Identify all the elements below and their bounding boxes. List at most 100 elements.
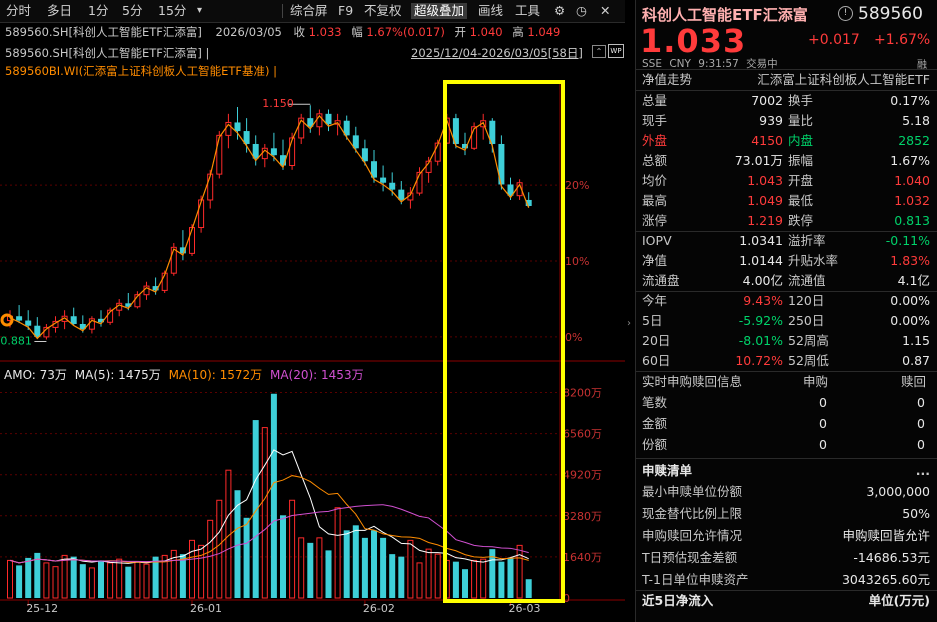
redeem-col: 赎回 <box>901 374 927 389</box>
field-value: 4.00亿 <box>742 273 783 288</box>
field-value: 1.032 <box>894 193 930 208</box>
field-value: 939 <box>759 113 783 128</box>
field-label: 52周低 <box>788 353 829 368</box>
x-axis-label: 26-01 <box>190 602 222 615</box>
quote-row: 总量 7002 换手 0.17% <box>636 91 937 111</box>
field-value: 1.67% <box>890 153 930 168</box>
tab-5min[interactable]: 5分 <box>122 3 143 18</box>
candlesticks <box>7 105 532 340</box>
volume-bar <box>480 558 487 599</box>
field-value: -0.11% <box>885 233 930 248</box>
creation-list-row: 最小申赎单位份额 3,000,000 <box>636 482 937 502</box>
field-label: 内盘 <box>788 133 814 148</box>
tab-multiday[interactable]: 多日 <box>47 3 73 18</box>
draw-line-button[interactable]: 画线 <box>478 3 504 18</box>
volume-bar <box>88 567 95 599</box>
volume-bar <box>452 561 459 598</box>
price-change-pct: +1.67% <box>874 32 931 48</box>
field-value: 0.813 <box>894 213 930 228</box>
field-label: 最小申赎单位份额 <box>642 484 743 499</box>
redeem-value: 0 <box>917 437 925 452</box>
candle-body <box>98 318 104 323</box>
tools-button[interactable]: 工具 <box>515 3 541 18</box>
more-button[interactable]: ... <box>915 463 930 478</box>
field-label: 外盘 <box>642 133 668 148</box>
field-label: 最低 <box>788 193 814 208</box>
series-start-marker <box>0 313 14 327</box>
chart-info-line: 589560.SH[科创人工智能ETF汇添富] 2026/03/05 收 1.0… <box>5 24 560 40</box>
gear-icon[interactable]: ⚙ <box>554 3 566 18</box>
date-range[interactable]: 2025/12/04-2026/03/05[58日] <box>411 46 583 60</box>
field-label: 均价 <box>642 173 668 188</box>
nav-trend-row[interactable]: 净值走势 汇添富上证科创板人工智能ETF <box>636 70 937 90</box>
candle-body <box>243 131 250 144</box>
candle-body <box>289 137 296 167</box>
chevron-up-icon[interactable]: ⌃ <box>592 45 606 58</box>
field-label: 5日 <box>642 313 663 328</box>
net-inflow-header: 近5日净流入 单位(万元) <box>636 591 937 611</box>
candle-body <box>207 173 214 201</box>
tab-15min[interactable]: 15分 <box>158 3 187 18</box>
volume-ma-lines <box>9 449 529 564</box>
field-value: 0.00% <box>890 293 930 308</box>
ma10-label: MA(10): 1572万 <box>168 368 263 382</box>
field-label: 申购赎回允许情况 <box>642 528 743 543</box>
subscribe-value: 0 <box>819 395 827 410</box>
volume-bar <box>489 549 496 598</box>
field-label: 跌停 <box>788 213 814 228</box>
period-dropdown-icon[interactable]: ▾ <box>197 5 203 16</box>
field-label: 20日 <box>642 333 671 348</box>
volume-bar <box>16 565 23 598</box>
close-icon[interactable]: ✕ <box>600 3 611 18</box>
field-label: T日预估现金差额 <box>642 550 738 565</box>
quote-row: 净值 1.0144 升贴水率 1.83% <box>636 251 937 271</box>
super-overlay-button[interactable]: 超级叠加 <box>411 3 468 19</box>
quote-row: 总额 73.01万 振幅 1.67% <box>636 151 937 171</box>
candle-body <box>352 135 359 149</box>
volume-tick: 3280万 <box>563 510 602 523</box>
tab-intraday[interactable]: 分时 <box>6 3 32 18</box>
volume-bar <box>289 499 296 599</box>
f9-button[interactable]: F9 <box>338 3 354 18</box>
clock-icon[interactable]: ◷ <box>576 3 587 18</box>
volume-bar <box>61 554 68 599</box>
field-label: 总量 <box>642 93 668 108</box>
composite-screen-button[interactable]: 综合屏 <box>290 3 328 18</box>
volume-bars <box>7 393 532 599</box>
volume-bar <box>52 566 59 599</box>
unit-label: 单位(万元) <box>868 593 930 608</box>
close-label: 收 <box>293 25 306 39</box>
quote-row: IOPV 1.0341 溢折率 -0.11% <box>636 231 937 251</box>
panel-toggle-icon[interactable]: › <box>627 318 631 329</box>
close-value: 1.033 <box>308 25 342 39</box>
tab-1min[interactable]: 1分 <box>88 3 109 18</box>
high-label: 高 <box>512 25 524 39</box>
volume-tick: 1640万 <box>563 551 602 564</box>
nav-trend-label: 净值走势 <box>642 72 693 87</box>
percent-tick: 10% <box>565 255 589 268</box>
field-value: 0.87 <box>902 353 930 368</box>
no-adjust-button[interactable]: 不复权 <box>364 3 402 18</box>
wp-icon[interactable]: WP <box>608 44 624 58</box>
volume-bar <box>334 507 341 599</box>
candle-body <box>198 199 205 229</box>
creation-list-row: T-1日单位申赎资产 3043265.60元 <box>636 570 937 590</box>
candle-body <box>16 316 23 321</box>
candle-body <box>516 182 523 197</box>
volume-bar <box>389 554 396 598</box>
field-label: 净值 <box>642 253 668 268</box>
bar-date: 2026/03/05 <box>215 25 282 39</box>
info-icon[interactable]: ! <box>838 6 853 21</box>
chart-grid: 20% 10% 0% 8200万 6560万 4920万 3280万 1640万 0 25-12 2… <box>0 82 625 615</box>
field-value: 10.72% <box>735 353 783 368</box>
volume-bar <box>471 559 478 599</box>
candle-body <box>398 189 405 200</box>
quote-row: 流通盘 4.00亿 流通值 4.1亿 <box>636 271 937 291</box>
subscription-row: 金额 0 0 <box>636 414 937 434</box>
candle-body <box>462 143 468 149</box>
quote-panel: 科创人工智能ETF汇添富 ! 589560 1.033 +0.017 +1.67… <box>635 0 937 622</box>
kline-chart[interactable]: 20% 10% 0% 8200万 6560万 4920万 3280万 1640万 0 25-12 2… <box>0 0 626 622</box>
field-label: 60日 <box>642 353 671 368</box>
creation-list-title: 申赎清单 <box>642 463 693 478</box>
open-label: 开 <box>454 25 467 39</box>
